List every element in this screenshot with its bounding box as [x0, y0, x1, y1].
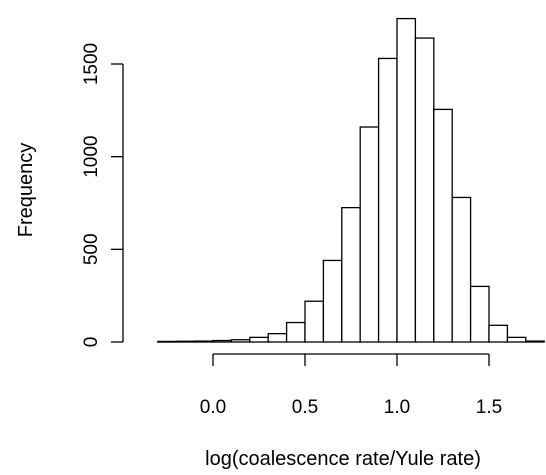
histogram-bar: [469, 285, 490, 343]
histogram-bar: [488, 324, 509, 343]
histogram-bar: [341, 206, 361, 343]
bars-group: [157, 17, 545, 343]
x-tick-label: 0.5: [292, 397, 318, 418]
histogram-bar: [359, 126, 380, 343]
histogram-bar: [249, 336, 269, 343]
y-tick-label: 1000: [81, 136, 102, 178]
histogram-bar: [414, 37, 435, 343]
histogram-bar: [230, 339, 251, 343]
y-axis: 0 500 1000 1500: [81, 43, 124, 348]
histogram-bar: [157, 340, 177, 343]
y-axis-title: Frequency: [15, 143, 37, 238]
x-axis-title: log(coalescence rate/Yule rate): [205, 448, 481, 470]
histogram-bar: [285, 321, 306, 343]
histogram-bar: [525, 340, 545, 343]
y-tick-label: 500: [81, 233, 102, 265]
histogram-bar: [304, 300, 325, 343]
histogram-bar: [506, 336, 527, 343]
histogram-bar: [175, 340, 196, 343]
histogram-bar: [193, 340, 214, 343]
y-tick-label: 0: [81, 337, 102, 348]
histogram-bar: [396, 17, 417, 343]
histogram-bar: [212, 339, 233, 343]
x-tick-label: 1.5: [476, 397, 502, 418]
histogram-bar: [433, 108, 453, 343]
x-axis: 0.0 0.5 1.0 1.5: [200, 353, 502, 418]
histogram-bar: [377, 57, 398, 343]
x-tick-label: 0.0: [200, 397, 226, 418]
histogram-bar: [451, 196, 472, 343]
histogram-bar: [322, 259, 343, 343]
x-tick-label: 1.0: [384, 397, 410, 418]
histogram-bar: [267, 333, 288, 343]
y-tick-label: 1500: [81, 43, 102, 85]
